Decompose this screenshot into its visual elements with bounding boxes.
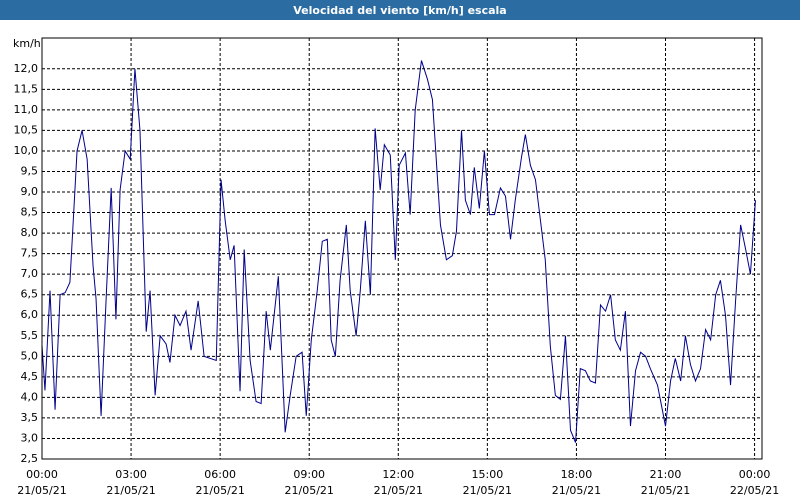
data-line [41, 60, 756, 443]
x-tick-date: 21/05/21 [552, 484, 601, 497]
y-tick-label: 3,0 [21, 431, 39, 444]
x-tick-date: 21/05/21 [374, 484, 423, 497]
x-tick-label: 18:00 [561, 468, 593, 481]
x-tick-label: 21:00 [650, 468, 682, 481]
x-tick-label: 09:00 [293, 468, 325, 481]
x-tick-label: 06:00 [204, 468, 236, 481]
y-tick-label: 7,5 [21, 247, 39, 260]
y-tick-label: 8,0 [21, 226, 39, 239]
x-tick-date: 21/05/21 [195, 484, 244, 497]
y-tick-label: 2,5 [21, 452, 39, 465]
x-tick-label: 15:00 [472, 468, 504, 481]
x-tick-date: 21/05/21 [106, 484, 155, 497]
grid [41, 38, 762, 460]
y-tick-label: 10,0 [14, 144, 39, 157]
y-tick-label: 11,5 [14, 82, 39, 95]
y-tick-label: 5,0 [21, 349, 39, 362]
marks [41, 60, 756, 443]
title-bar [0, 0, 800, 20]
x-tick-date: 21/05/21 [285, 484, 334, 497]
y-tick-label: 7,0 [21, 267, 39, 280]
y-tick-label: 11,0 [14, 103, 39, 116]
y-tick-label: 10,5 [14, 123, 39, 136]
y-tick-label: 6,5 [21, 288, 39, 301]
x-tick-label: 00:00 [26, 468, 58, 481]
y-tick-label: 9,0 [21, 185, 39, 198]
y-tick-label: 4,0 [21, 390, 39, 403]
x-tick-label: 12:00 [382, 468, 414, 481]
y-unit: km/h [13, 37, 41, 50]
y-tick-label: 3,5 [21, 411, 39, 424]
x-tick-date: 21/05/21 [463, 484, 512, 497]
y-tick-label: 8,5 [21, 206, 39, 219]
y-tick-label: 4,5 [21, 370, 39, 383]
y-tick-label: 9,5 [21, 164, 39, 177]
y-tick-label: 12,0 [14, 62, 39, 75]
x-tick-date: 21/05/21 [17, 484, 66, 497]
y-tick-label: 5,5 [21, 329, 39, 342]
chart-title: Velocidad del viento [km/h] escala [293, 4, 506, 17]
plot-border [41, 37, 763, 460]
plot-area [42, 38, 762, 459]
x-tick-label: 00:00 [739, 468, 771, 481]
x-tick-date: 22/05/21 [730, 484, 779, 497]
x-tick-date: 21/05/21 [641, 484, 690, 497]
y-tick-label: 6,0 [21, 308, 39, 321]
x-tick-label: 03:00 [115, 468, 147, 481]
